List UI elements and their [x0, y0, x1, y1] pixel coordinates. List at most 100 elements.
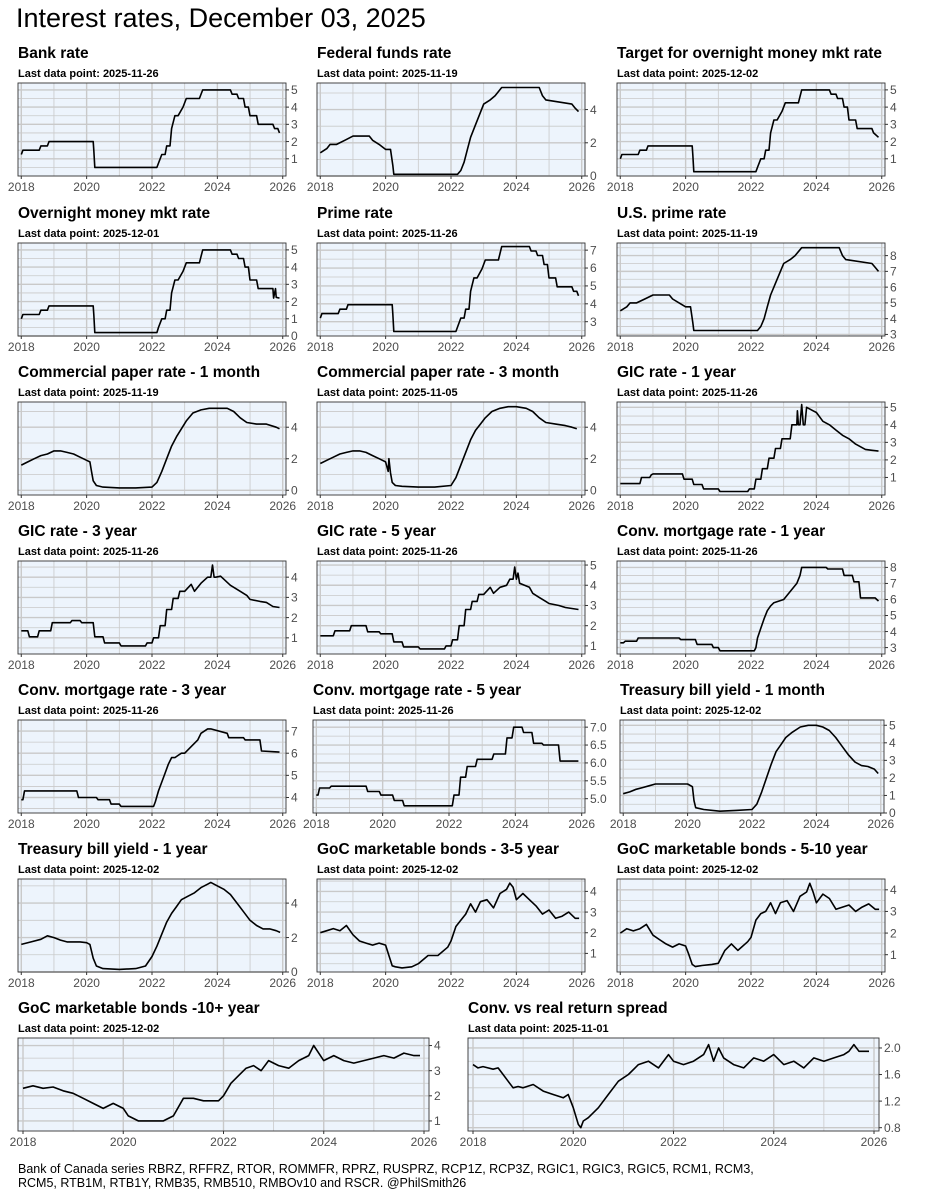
x-tick-label: 2020	[560, 1135, 587, 1149]
chart-title: GoC marketable bonds - 3-5 year	[317, 841, 560, 858]
line-chart: 0 1 2 3 4 5 2018 2020 2022 2024 2026	[8, 242, 298, 354]
x-tick-label: 2018	[8, 499, 35, 513]
y-tick-label: 2	[590, 452, 597, 466]
x-tick-label: 2018	[8, 340, 35, 354]
y-tick-label: 2	[890, 926, 897, 940]
y-tick-label: 3	[291, 118, 298, 132]
y-tick-label: 3	[890, 641, 897, 655]
chart-subtitle: Last data point: 2025-11-26	[18, 705, 159, 717]
x-tick-label: 2020	[674, 817, 701, 831]
y-tick-label: 5	[590, 279, 597, 293]
chart-subtitle: Last data point: 2025-11-26	[317, 228, 458, 240]
x-tick-label: 2024	[803, 180, 830, 194]
chart-title: Target for overnight money mkt rate	[617, 45, 882, 62]
page-title: Interest rates, December 03, 2025	[16, 3, 426, 33]
x-tick-label: 2020	[73, 976, 100, 990]
x-tick-label: 2022	[139, 976, 166, 990]
y-tick-label: 1	[889, 789, 896, 803]
x-tick-label: 2022	[738, 658, 765, 672]
y-tick-label: 8	[890, 561, 897, 575]
x-tick-label: 2018	[10, 1135, 37, 1149]
source-footnote: Bank of Canada series RBRZ, RFFRZ, RTOR,…	[18, 1162, 754, 1190]
x-tick-label: 2020	[110, 1135, 137, 1149]
y-tick-label: 2	[291, 295, 298, 309]
chart-title: Conv. mortgage rate - 3 year	[18, 682, 227, 699]
chart-title: Conv. mortgage rate - 1 year	[617, 523, 826, 540]
series-line	[472, 1043, 869, 1129]
line-chart: 0.8 1.2 1.6 2.0 2018 2020 2022 2024 2026	[460, 1037, 901, 1149]
x-tick-label: 2018	[607, 658, 634, 672]
y-tick-label: 1	[890, 471, 897, 485]
x-tick-label: 2026	[868, 340, 895, 354]
x-tick-label: 2026	[568, 817, 595, 831]
x-tick-label: 2022	[210, 1135, 237, 1149]
y-tick-label: 0	[590, 483, 597, 497]
x-tick-label: 2020	[372, 499, 399, 513]
line-chart: 3 4 5 6 7 2018 2020 2022 2024 2026	[307, 242, 597, 354]
series-line	[622, 724, 879, 812]
y-tick-label: 2	[590, 619, 597, 633]
x-tick-label: 2020	[672, 499, 699, 513]
series-line	[619, 89, 880, 173]
x-tick-label: 2018	[307, 180, 334, 194]
x-tick-label: 2024	[310, 1135, 337, 1149]
y-tick-label: 4	[291, 100, 298, 114]
y-tick-label: 4	[890, 625, 897, 639]
chart-subtitle: Last data point: 2025-11-26	[18, 68, 159, 80]
chart-subtitle: Last data point: 2025-11-26	[617, 387, 758, 399]
x-tick-label: 2020	[672, 976, 699, 990]
x-tick-label: 2024	[803, 658, 830, 672]
x-tick-label: 2026	[868, 658, 895, 672]
line-chart: 1 2 3 4 2018 2020 2022 2024 2026	[10, 1037, 441, 1149]
x-tick-label: 2020	[73, 340, 100, 354]
x-tick-label: 2026	[269, 817, 296, 831]
x-tick-label: 2026	[861, 1135, 888, 1149]
x-tick-label: 2022	[139, 340, 166, 354]
x-tick-label: 2026	[269, 976, 296, 990]
y-tick-label: 5	[890, 609, 897, 623]
x-tick-label: 2020	[672, 340, 699, 354]
series-line	[21, 881, 281, 971]
chart-title: GIC rate - 5 year	[317, 523, 436, 540]
series-line	[619, 882, 880, 968]
y-tick-label: 1	[890, 152, 897, 166]
chart-title: Conv. vs real return spread	[468, 1000, 668, 1017]
y-tick-label: 8	[890, 249, 897, 263]
y-tick-label: 1.6	[884, 1068, 901, 1082]
y-tick-label: 6	[291, 746, 298, 760]
x-tick-label: 2026	[867, 817, 894, 831]
y-tick-label: 5.5	[590, 774, 607, 788]
y-tick-label: 1	[590, 947, 597, 961]
x-tick-label: 2020	[372, 976, 399, 990]
series-line	[320, 882, 580, 969]
x-tick-label: 2024	[204, 658, 231, 672]
x-tick-label: 2020	[372, 180, 399, 194]
x-tick-label: 2022	[738, 976, 765, 990]
chart-subtitle: Last data point: 2025-11-05	[317, 387, 458, 399]
chart-subtitle: Last data point: 2025-12-02	[18, 864, 160, 876]
line-chart: 3 4 5 67 8 2018 2020 2022 2024 2026	[607, 242, 897, 354]
y-tick-label: 3	[889, 754, 896, 768]
y-tick-label: 6.5	[590, 738, 607, 752]
chart-subtitle: Last data point: 2025-12-02	[317, 864, 459, 876]
series-line	[319, 86, 580, 176]
x-tick-label: 2018	[8, 180, 35, 194]
y-tick-label: 1.2	[884, 1094, 901, 1108]
y-tick-label: 4	[590, 297, 597, 311]
x-tick-label: 2022	[139, 658, 166, 672]
line-chart: 5.0 5.5 6.0 6.5 7.0 2018 2020 2022 2024 2026	[303, 719, 607, 831]
x-tick-label: 2022	[660, 1135, 687, 1149]
y-tick-label: 5.0	[590, 792, 607, 806]
x-tick-label: 2020	[672, 658, 699, 672]
chart-title: U.S. prime rate	[617, 205, 727, 222]
line-chart: 4 5 6 7 2018 2020 2022 2024 2026	[8, 719, 298, 831]
x-tick-label: 2024	[503, 499, 530, 513]
chart-title: Commercial paper rate - 1 month	[18, 364, 261, 381]
chart-title: GoC marketable bonds - 5-10 year	[617, 841, 868, 858]
y-tick-label: 7	[590, 243, 597, 257]
x-tick-label: 2022	[139, 180, 166, 194]
y-tick-label: 4	[590, 103, 597, 117]
chart-title: GIC rate - 3 year	[18, 523, 137, 540]
x-tick-label: 2018	[8, 658, 35, 672]
y-tick-label: 6	[890, 280, 897, 294]
